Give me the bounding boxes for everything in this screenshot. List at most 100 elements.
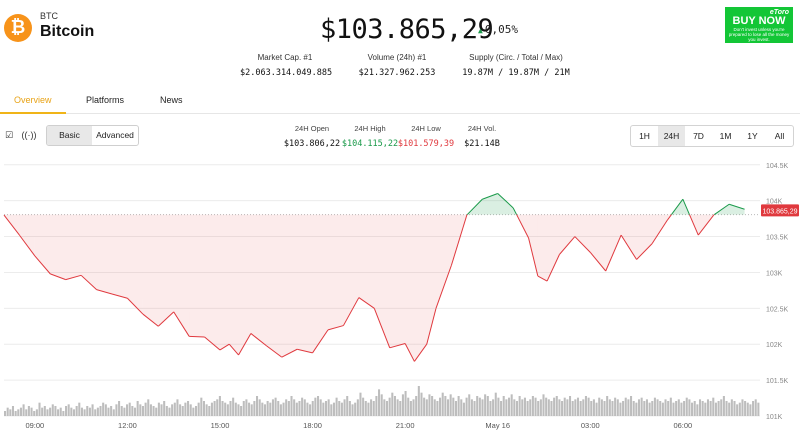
range-all-button[interactable]: All <box>774 131 785 141</box>
volume-bar <box>616 399 619 416</box>
volume-bar <box>9 409 12 416</box>
volume-bar <box>367 402 370 416</box>
price-chart[interactable]: 104.5K 104K 103.5K 103K 102.5K 102K 101.5K 101K… <box>0 152 800 432</box>
volume-bar <box>393 396 396 416</box>
time-range-selector: 1H 24H 7D 1M 1Y All <box>630 125 794 147</box>
volume-bar <box>465 397 468 416</box>
volume-bar <box>83 409 86 416</box>
volume-bar <box>611 401 614 416</box>
stat-volume: Volume (24h) #1 $21.327.962.253 <box>352 53 442 78</box>
price-line-down <box>228 343 239 356</box>
volume-bar <box>194 406 198 416</box>
tab-platforms[interactable]: Platforms <box>86 95 125 105</box>
range-7d-button[interactable]: 7D <box>693 131 704 141</box>
tab-news[interactable]: News <box>160 95 183 105</box>
volume-bar <box>385 401 389 416</box>
volume-bar <box>757 402 760 416</box>
volume-bar <box>179 404 182 416</box>
stat-value: $21.327.962.253 <box>358 68 436 78</box>
h24-low: 24H Low $101.579,39 <box>396 124 456 149</box>
volume-bar <box>133 407 137 416</box>
volume-bar <box>78 402 81 416</box>
volume-bar <box>317 396 320 416</box>
volume-bar <box>290 396 293 416</box>
volume-bar <box>704 402 707 416</box>
volume-bar <box>457 396 460 416</box>
volume-bar <box>746 402 749 416</box>
volume-bar <box>88 407 91 416</box>
volume-bar <box>476 396 479 416</box>
volume-bar <box>412 399 415 416</box>
volume-bar <box>208 406 211 416</box>
volume-bar <box>749 404 752 416</box>
volume-bar <box>218 396 221 416</box>
volume-bar <box>240 406 243 416</box>
price-line-down <box>281 348 298 358</box>
advanced-mode-button[interactable]: Advanced <box>96 130 134 140</box>
area-fill-down <box>34 214 51 274</box>
etoro-logo: eToro <box>769 9 789 16</box>
volume-bar <box>301 397 304 416</box>
y-tick-label: 102.5K <box>766 306 789 313</box>
range-1m-button[interactable]: 1M <box>719 131 732 141</box>
volume-bar <box>569 396 572 416</box>
volume-bar <box>237 404 240 416</box>
h24-label: 24H High <box>354 124 386 133</box>
volume-bar <box>319 399 322 416</box>
volume-bar <box>213 401 216 416</box>
checkbox-chart-icon[interactable]: ☑ <box>4 130 14 140</box>
volume-bar <box>216 399 219 416</box>
volume-bar <box>497 397 500 416</box>
volume-bar <box>656 399 659 416</box>
x-tick-label: 03:00 <box>581 421 600 430</box>
volume-bar <box>717 401 720 416</box>
volume-bar <box>685 397 688 416</box>
volume-bar <box>160 404 163 416</box>
area-fill-down <box>189 214 205 338</box>
price-line-down <box>426 308 437 345</box>
area-fill-down <box>250 214 267 346</box>
range-1h-button[interactable]: 1H <box>639 131 650 141</box>
volume-bar <box>396 399 399 416</box>
volume-bar <box>494 392 497 416</box>
volume-bar <box>428 394 431 416</box>
price-line-down <box>450 214 468 266</box>
range-1y-button[interactable]: 1Y <box>747 131 758 141</box>
live-signal-icon[interactable]: ((·)) <box>21 130 37 140</box>
volume-bar <box>425 399 428 416</box>
y-tick-label: 101.5K <box>766 378 789 385</box>
price-line-down <box>651 219 668 244</box>
volume-bar <box>41 407 44 416</box>
price-line-down <box>689 214 699 236</box>
area-fill-down <box>414 214 427 362</box>
volume-bar <box>619 402 622 416</box>
volume-bar <box>155 407 158 416</box>
volume-bar <box>157 402 160 416</box>
volume-bar <box>295 402 298 416</box>
area-fill-down <box>621 214 637 260</box>
volume-bar <box>123 407 126 416</box>
area-fill-down <box>204 214 220 350</box>
volume-bar <box>112 409 115 416</box>
volume-bar <box>537 401 540 416</box>
tab-overview[interactable]: Overview <box>14 95 52 105</box>
etoro-ad-banner[interactable]: eToro BUY NOW Don't invest unless you're… <box>725 7 793 43</box>
volume-bar <box>99 406 102 416</box>
price-line-down <box>546 254 560 282</box>
volume-bar <box>378 389 381 416</box>
basic-mode-button[interactable]: Basic <box>47 126 92 145</box>
volume-bar <box>728 402 731 416</box>
range-24h-button[interactable]: 24H <box>658 126 685 146</box>
area-fill-up <box>482 193 498 215</box>
volume-bar <box>311 401 314 416</box>
volume-bar <box>94 409 97 416</box>
volume-bar <box>54 406 57 416</box>
volume-bar <box>343 399 346 416</box>
volume-bar <box>176 399 179 416</box>
volume-bar <box>608 399 611 416</box>
price-line-down <box>96 289 113 295</box>
volume-bar <box>258 399 261 416</box>
volume-bar <box>420 392 423 416</box>
price-line-down <box>3 214 20 236</box>
volume-bar <box>433 399 436 416</box>
